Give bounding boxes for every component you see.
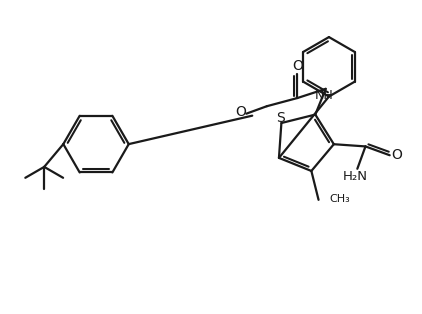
Text: S: S — [276, 111, 285, 125]
Text: O: O — [391, 148, 402, 162]
Text: H₂N: H₂N — [343, 170, 368, 183]
Text: NH: NH — [314, 89, 333, 102]
Text: CH₃: CH₃ — [330, 194, 350, 204]
Text: O: O — [235, 105, 246, 119]
Text: O: O — [292, 59, 303, 73]
